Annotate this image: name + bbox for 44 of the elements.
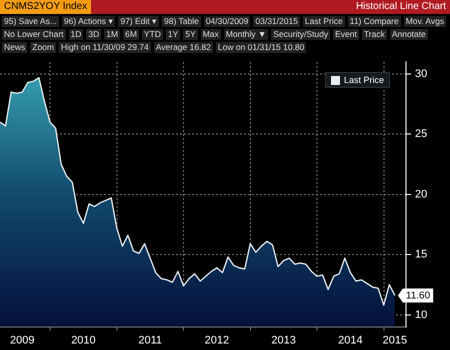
x-tick-label: 2009 bbox=[10, 334, 34, 346]
legend-label: Last Price bbox=[342, 75, 384, 86]
text: No Lower Chart bbox=[2, 29, 66, 40]
text: News bbox=[2, 42, 28, 53]
y-tick-label: 25 bbox=[415, 128, 428, 140]
y-tick-label: 10 bbox=[415, 308, 428, 321]
text: Annotate bbox=[390, 29, 428, 40]
x-tick-label: 2013 bbox=[271, 334, 296, 346]
data-label: 11.60 bbox=[406, 290, 431, 302]
text: 1Y bbox=[166, 29, 180, 40]
text: 03/31/2015 bbox=[253, 16, 300, 27]
x-tick-label: 2012 bbox=[204, 334, 230, 346]
text: 5Y bbox=[183, 29, 198, 40]
x-tick-label: 2015 bbox=[382, 334, 408, 346]
text: 1M bbox=[104, 29, 120, 40]
text: 98) Table bbox=[162, 16, 201, 27]
y-tick-label: 20 bbox=[415, 188, 428, 200]
text: Average 16.82 bbox=[154, 42, 213, 53]
text: 6M bbox=[123, 29, 139, 40]
x-tick-label: 2010 bbox=[71, 334, 96, 346]
text: 3D bbox=[86, 29, 102, 40]
text: Monthly ▼ bbox=[224, 29, 268, 40]
text: High on 11/30/09 29.74 bbox=[59, 42, 151, 53]
text: Track bbox=[362, 29, 387, 40]
text: Low on 01/31/15 10.80 bbox=[216, 42, 306, 53]
text: Event bbox=[333, 29, 359, 40]
chart-subtitle: Historical Line Chart bbox=[354, 0, 447, 14]
x-tick-label: 2014 bbox=[338, 334, 363, 346]
chart-title: CNMS2YOY Index bbox=[0, 0, 92, 14]
text: Zoom bbox=[30, 42, 56, 53]
text: Mov. Avgs bbox=[404, 16, 446, 27]
text: 1D bbox=[68, 29, 84, 40]
x-tick-label: 2011 bbox=[138, 334, 162, 346]
y-tick-label: 15 bbox=[415, 248, 428, 261]
text: Last Price bbox=[302, 16, 345, 27]
text: 11) Compare bbox=[348, 16, 401, 27]
text: Security/Study bbox=[271, 29, 330, 40]
text: 97) Edit ▾ bbox=[118, 16, 159, 27]
text: YTD bbox=[142, 29, 163, 40]
text: Max bbox=[200, 29, 221, 40]
text: 96) Actions ▾ bbox=[62, 16, 116, 27]
y-tick-label: 30 bbox=[415, 68, 428, 80]
text: 04/30/2009 bbox=[204, 16, 250, 27]
text: 95) Save As... bbox=[2, 16, 59, 27]
